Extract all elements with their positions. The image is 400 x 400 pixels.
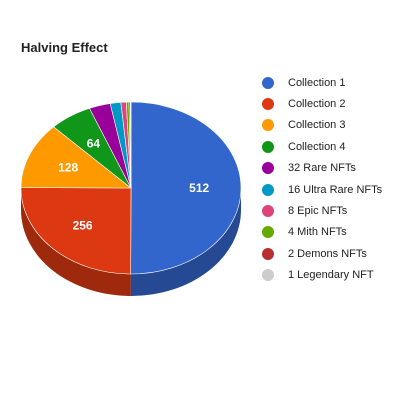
legend-item-9[interactable]: 2 Demons NFTs (262, 243, 382, 264)
legend-swatch-icon (262, 98, 274, 111)
legend-item-10[interactable]: 1 Legendary NFT (262, 265, 382, 286)
pie-depth (21, 188, 241, 296)
pie-slice-side-1 (130, 188, 241, 296)
pie-top (20, 101, 242, 275)
legend-item-5[interactable]: 32 Rare NFTs (262, 158, 382, 179)
pie-slice-3[interactable] (20, 126, 132, 189)
legend-item-7[interactable]: 8 Epic NFTs (262, 200, 382, 221)
pie-slice-10[interactable] (130, 101, 132, 189)
legend-swatch-icon (262, 269, 274, 282)
legend-swatch-icon (262, 76, 274, 89)
legend-swatch-icon (262, 119, 274, 132)
legend-label: 4 Mith NFTs (288, 226, 347, 239)
legend-label: Collection 3 (288, 119, 346, 132)
legend-swatch-icon (262, 205, 274, 218)
chart-title: Halving Effect (21, 40, 108, 55)
legend-item-8[interactable]: 4 Mith NFTs (262, 222, 382, 243)
slice-label-4: 64 (87, 137, 101, 151)
legend-label: 2 Demons NFTs (288, 247, 367, 260)
pie-slice-1[interactable] (130, 101, 242, 275)
legend-swatch-icon (262, 140, 274, 153)
slice-label-2: 256 (73, 219, 93, 233)
legend-label: Collection 4 (288, 140, 346, 153)
legend-item-1[interactable]: Collection 1 (262, 72, 382, 93)
legend-label: 16 Ultra Rare NFTs (288, 183, 383, 196)
slice-label-3: 128 (58, 160, 78, 174)
legend-swatch-icon (262, 162, 274, 175)
legend-label: 8 Epic NFTs (288, 205, 348, 218)
legend-swatch-icon (262, 226, 274, 239)
legend-item-2[interactable]: Collection 2 (262, 93, 382, 114)
legend-label: Collection 2 (288, 98, 346, 111)
legend-label: Collection 1 (288, 76, 346, 89)
pie-labels: 512 256 128 64 (58, 137, 209, 233)
legend-label: 32 Rare NFTs (288, 162, 356, 175)
legend-item-3[interactable]: Collection 3 (262, 115, 382, 136)
legend-label: 1 Legendary NFT (288, 269, 374, 282)
pie-slice-side-2 (21, 188, 131, 296)
legend-item-6[interactable]: 16 Ultra Rare NFTs (262, 179, 382, 200)
legend-swatch-icon (262, 183, 274, 196)
legend: Collection 1 Collection 2 Collection 3 Coll… (262, 72, 382, 286)
legend-swatch-icon (262, 247, 274, 260)
legend-item-4[interactable]: Collection 4 (262, 136, 382, 157)
pie-slice-2[interactable] (20, 187, 132, 275)
slice-label-1: 512 (189, 181, 209, 195)
